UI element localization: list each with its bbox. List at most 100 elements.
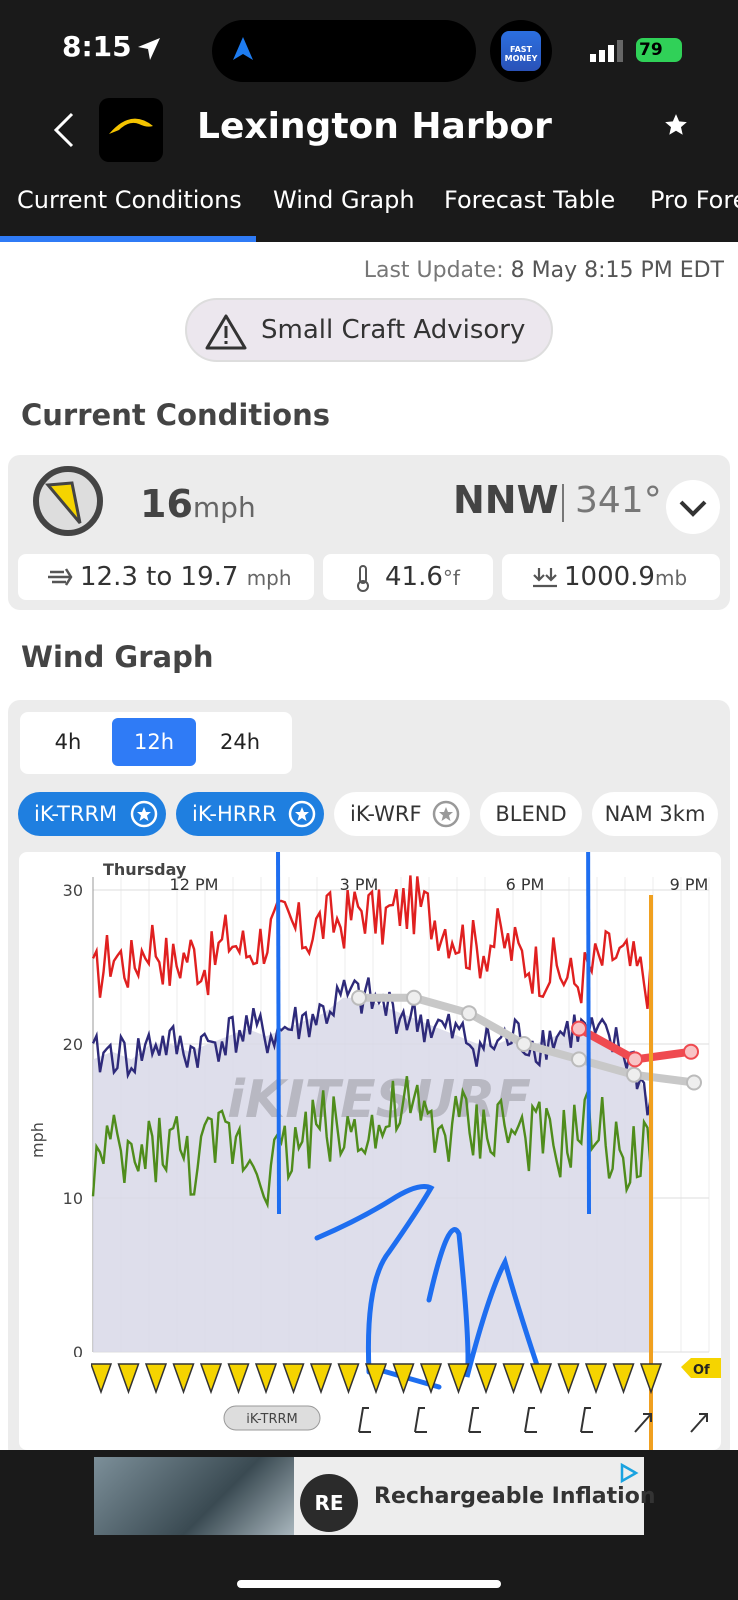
current-conditions-heading: Current Conditions [21,398,330,432]
wind-direction-arrow-icon [474,1363,498,1395]
wind-degrees: 341° [575,480,662,521]
kite-logo-icon [109,118,153,134]
model-blend-button[interactable]: BLEND [480,792,582,836]
blend-forecast-point [516,1036,532,1052]
range-24h-button[interactable]: 24h [219,730,261,754]
blend-forecast-point [571,1051,587,1068]
x-tick-label: 6 PM [506,875,545,894]
dynamic-island [212,20,476,82]
wind-direction-arrow-icon [227,1363,250,1395]
tab-wind-graph[interactable]: Wind Graph [273,186,415,214]
wind-direction-arrow-icon [502,1363,525,1395]
trrm-forecast-point [571,1020,587,1037]
model-nam-3km-button[interactable]: NAM 3km [592,792,718,836]
hrrr-area-fill [93,997,651,1352]
wind-direction-arrow-icon [364,1363,388,1395]
fast-money-app-icon[interactable]: FAST MONEY [490,20,552,82]
right-tag-shape [681,1358,721,1378]
warning-icon [205,314,247,350]
page-title: Lexington Harbor [197,106,552,147]
model-badge-icon [130,800,158,828]
wind-direction-arrow-icon [337,1363,360,1395]
blend-forecast-point [351,989,367,1006]
pressure-pill: 1000.9mb [502,554,720,600]
gust-range-pill: 12.3 to 19.7 mph [18,554,314,600]
day-label: Thursday [103,860,187,879]
tab-current-conditions[interactable]: Current Conditions [17,186,242,214]
divider [562,484,564,522]
blend-forecast-point [406,989,422,1006]
blend-forecast-point [626,1066,642,1083]
back-chevron-icon[interactable] [52,110,76,150]
wind-barb-icon [690,1413,708,1433]
advisory-label: Small Craft Advisory [261,315,526,345]
y-tick-label: 30 [63,881,83,900]
signal-icon [590,40,623,62]
y-axis-label: mph [28,1122,47,1158]
bottom-tag-label: iK-TRRM [246,1412,298,1427]
model-badge-icon [288,800,316,828]
status-time: 8:15 [62,30,132,63]
wind-barb-icon [580,1407,593,1433]
arrow-row-mask [19,1357,91,1397]
model-badge-icon [432,800,460,828]
wind-direction-arrow-icon [529,1363,553,1395]
tab-bar: Current Conditions Wind Graph Forecast T… [0,186,738,242]
model-ik-trrm-button[interactable]: iK-TRRM [18,792,166,836]
model-ik-hrrr-button[interactable]: iK-HRRR [176,792,324,836]
wind-direction-arrow-icon [584,1363,608,1395]
thermometer-icon [357,565,369,592]
pressure-arrows-icon [533,568,557,588]
y-tick-label: 10 [63,1189,83,1208]
wind-barb-icon [414,1407,427,1433]
x-tick-label: 9 PM [670,875,709,894]
wind-direction-arrow-icon [557,1363,580,1395]
wind-barb-icon [634,1413,652,1433]
ad-text: Rechargeable Inflation [374,1484,656,1509]
chevron-down-icon [679,500,707,517]
tab-forecast-table[interactable]: Forecast Table [444,186,616,214]
wind-barb-icon [358,1407,371,1433]
blend-forecast-point [461,1005,477,1022]
favorite-star-icon[interactable] [663,112,689,138]
wind-direction-arrow-icon [309,1363,333,1395]
x-tick-label: 3 PM [340,875,379,894]
model-ik-wrf-button[interactable]: iK-WRF [334,792,470,836]
series-line-navy [91,977,653,1116]
series-line-green [91,1076,653,1209]
wind-direction-arrow-icon [144,1363,168,1395]
navigation-arrow-icon [233,37,253,60]
annotation-line [276,852,281,1215]
wind-direction-arrow-icon [639,1363,663,1395]
range-4h-button[interactable]: 4h [54,730,82,754]
wind-direction-arrow-icon [612,1363,635,1395]
wind-direction-icon [33,466,103,536]
ad-logo: RE [300,1474,358,1532]
wind-direction-arrow-icon [254,1363,278,1395]
expand-button[interactable] [666,480,720,534]
wind-direction-arrow-icon [419,1363,443,1395]
current-time-marker [649,895,653,1450]
small-craft-advisory-button[interactable]: Small Craft Advisory [185,298,553,362]
x-tick-label: 12 PM [170,875,219,894]
bottom-tag-bg [223,1405,321,1431]
wind-direction-arrow-icon [282,1363,305,1395]
active-tab-indicator [0,236,256,242]
trrm-forecast-point [683,1043,699,1060]
wind-chart[interactable]: 0 10 20 30 mph 12 PM 3 PM 6 PM 9 PM iKITESURF Of iK… [19,852,721,1450]
location-arrow-icon [138,38,160,60]
ad-choices-icon[interactable] [618,1462,640,1484]
tab-pro-forecast[interactable]: Pro Fore [650,186,738,214]
trrm-forecast-point [627,1051,643,1068]
range-12h-button[interactable]: 12h [112,718,196,766]
series-line-red [91,875,653,1009]
wind-direction: NNW [453,478,559,522]
annotation-line [586,852,591,1215]
last-update: Last Update: 8 May 8:15 PM EDT [363,258,724,283]
wind-direction-arrow-icon [199,1363,223,1395]
wind-direction-arrow-icon [117,1363,140,1395]
wind-direction-arrow-icon [447,1363,470,1395]
y-tick-label: 20 [63,1035,83,1054]
wind-direction-arrow-icon [392,1363,415,1395]
